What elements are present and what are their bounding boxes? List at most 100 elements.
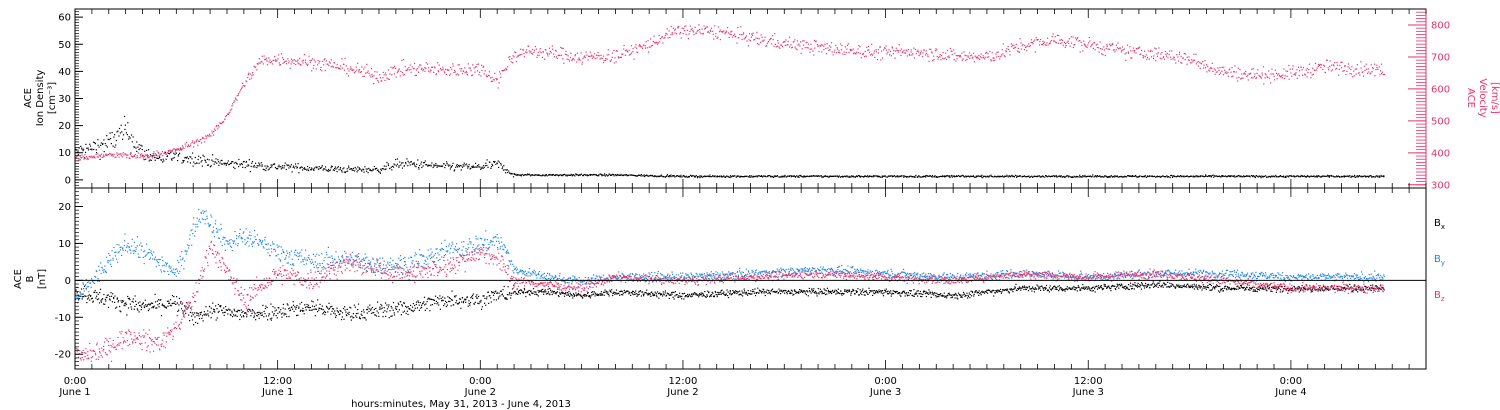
data-point (262, 304, 264, 306)
data-point (919, 53, 921, 55)
data-point (207, 313, 209, 315)
data-point (1251, 77, 1253, 79)
data-point (929, 291, 931, 293)
data-point (554, 292, 556, 294)
data-point (951, 294, 953, 296)
data-point (767, 292, 769, 295)
data-point (609, 173, 611, 176)
data-point (584, 55, 586, 57)
data-point (1130, 57, 1132, 59)
data-point (380, 308, 382, 310)
data-point (410, 309, 412, 311)
data-point (457, 64, 459, 66)
data-point (498, 296, 500, 298)
data-point (1095, 176, 1097, 178)
data-point (551, 174, 553, 176)
data-point (824, 289, 826, 291)
data-point (1122, 46, 1124, 48)
data-point (1113, 175, 1115, 178)
data-point (412, 303, 414, 305)
data-point (318, 62, 320, 64)
data-point (512, 55, 514, 57)
data-point (124, 124, 126, 126)
data-point (1035, 37, 1037, 39)
data-point (172, 149, 174, 151)
data-point (811, 48, 813, 50)
data-point (741, 290, 743, 292)
data-point (828, 45, 831, 47)
data-point (615, 50, 618, 52)
data-point (625, 291, 627, 293)
data-point (1007, 46, 1009, 48)
data-point (933, 59, 935, 61)
data-point (279, 64, 281, 66)
data-point (484, 302, 486, 304)
data-point (543, 291, 545, 293)
data-point (942, 295, 944, 297)
data-point (1074, 176, 1076, 178)
data-point (831, 51, 833, 53)
data-point (594, 292, 597, 294)
data-point (1112, 176, 1114, 178)
data-point (1001, 176, 1003, 178)
data-point (776, 175, 778, 177)
data-point (407, 160, 409, 162)
data-point (873, 52, 875, 54)
data-point (1144, 176, 1146, 178)
data-point (227, 113, 230, 115)
data-point (568, 294, 570, 296)
data-point (711, 294, 713, 296)
data-point (593, 53, 595, 55)
data-point (1291, 68, 1293, 70)
data-point (492, 164, 494, 167)
data-point (1377, 68, 1379, 70)
data-point (1271, 175, 1273, 177)
data-point (820, 44, 822, 46)
data-point (1191, 175, 1193, 177)
data-point (1356, 68, 1358, 70)
data-point (1055, 42, 1058, 44)
data-point (549, 294, 551, 296)
data-point (643, 293, 645, 295)
data-point (1101, 53, 1103, 55)
data-point (373, 83, 375, 85)
data-point (99, 292, 101, 294)
data-point (334, 168, 336, 170)
data-point (589, 174, 591, 176)
data-point (1173, 175, 1175, 177)
data-point (473, 67, 475, 69)
data-point (1009, 175, 1011, 177)
data-point (992, 57, 994, 59)
data-point (613, 291, 615, 293)
data-point (989, 50, 991, 52)
data-point (159, 156, 161, 159)
data-point (1120, 51, 1123, 53)
data-point (629, 174, 631, 176)
data-point (593, 56, 595, 58)
data-point (1341, 61, 1343, 63)
data-point (737, 27, 739, 29)
data-point (454, 296, 456, 298)
data-point (96, 298, 98, 301)
data-point (405, 312, 407, 314)
data-point (864, 290, 866, 292)
data-point (182, 161, 184, 163)
data-point (1371, 67, 1374, 69)
data-point (640, 295, 642, 297)
data-point (616, 50, 618, 52)
data-point (821, 291, 823, 293)
data-point (208, 306, 211, 308)
data-point (726, 289, 728, 291)
data-point (619, 294, 621, 296)
data-point (315, 68, 317, 70)
data-point (124, 115, 126, 118)
data-point (433, 164, 435, 166)
data-point (154, 153, 157, 155)
data-point (849, 48, 851, 50)
data-point (1238, 76, 1240, 78)
data-point (86, 302, 88, 304)
data-point (1216, 71, 1218, 73)
data-point (284, 308, 286, 310)
data-point (927, 54, 929, 56)
data-point (919, 52, 922, 54)
